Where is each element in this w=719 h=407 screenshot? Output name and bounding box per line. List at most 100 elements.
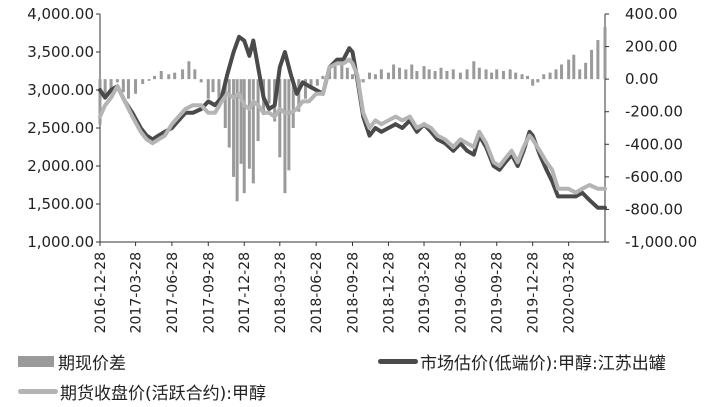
spread-bar-10: [159, 71, 163, 80]
spread-bar-49: [373, 74, 377, 80]
spread-bar-50: [379, 69, 383, 80]
legend-item-futures: 期货收盘价(活跃合约):甲醇: [18, 379, 266, 404]
spread-bar-17: [206, 79, 210, 99]
spread-bar-26: [247, 79, 251, 169]
spread-bar-55: [410, 64, 414, 80]
spread-bar-56: [415, 71, 419, 80]
x-tick-label-10: 2019-06-28: [453, 252, 469, 333]
left-tick-label-3: 2,500.00: [27, 119, 94, 137]
spread-bar-24: [239, 79, 243, 164]
spread-bar-71: [508, 69, 512, 80]
spread-bar-69: [495, 69, 499, 80]
x-tick-label-11: 2019-09-28: [490, 252, 506, 333]
spread-bar-15: [193, 69, 197, 80]
spread-bar-16: [199, 79, 203, 83]
x-axis: 2016-12-28 2017-03-28 2017-06-28 2017-09-28…: [93, 242, 578, 333]
x-tick-label-0: 2016-12-28: [93, 252, 109, 333]
spread-bar-58: [427, 69, 431, 80]
spread-bar-72: [514, 72, 518, 80]
series-line-1: [98, 34, 607, 210]
legend-label-spot: 市场估价(低端价):甲醇:江苏出罐: [420, 354, 666, 374]
legend-label-futures: 期货收盘价(活跃合约):甲醇: [60, 384, 266, 404]
spread-bar-68: [490, 72, 494, 80]
spread-bar-82: [572, 54, 576, 80]
spread-bar-62: [451, 69, 455, 80]
spread-bar-30: [267, 79, 271, 104]
x-tick-label-9: 2019-03-28: [417, 252, 433, 333]
spread-bar-12: [173, 72, 177, 80]
spread-bar-22: [232, 79, 236, 177]
spread-bar-33: [283, 79, 287, 194]
x-tick-label-7: 2018-09-28: [346, 252, 362, 333]
right-tick-label-7: 400.00: [625, 5, 678, 23]
spread-bar-80: [560, 64, 564, 80]
spread-bar-43: [340, 62, 344, 80]
spread-bar-23: [235, 79, 239, 202]
left-tick-label-1: 1,500.00: [27, 195, 94, 213]
right-tick-label-6: 200.00: [625, 38, 678, 56]
legend-label-spread: 期现价差: [58, 354, 126, 374]
spread-bar-63: [458, 72, 462, 80]
right-axis: -1,000.00 -800.00 -600.00 -400.00 -200.00 0.0…: [605, 5, 697, 251]
spread-bar-32: [278, 79, 282, 158]
right-tick-label-1: -800.00: [625, 200, 683, 218]
x-tick-label-3: 2017-09-28: [201, 252, 217, 333]
spread-bar-66: [477, 67, 481, 80]
spread-bar-13: [181, 69, 185, 80]
spread-bar-21: [227, 79, 231, 148]
spread-bar-65: [472, 61, 476, 80]
spread-bar-3: [115, 79, 119, 83]
spread-bar-67: [484, 69, 488, 80]
spread-bar-44: [345, 67, 349, 80]
spread-bar-7: [141, 79, 145, 85]
x-tick-label-2: 2017-06-28: [165, 252, 181, 333]
spread-bar-52: [392, 64, 396, 80]
spread-bar-47: [361, 79, 365, 83]
x-tick-label-4: 2017-12-28: [237, 252, 253, 333]
right-tick-label-0: -1,000.00: [625, 233, 697, 251]
spread-bar-74: [526, 75, 530, 80]
left-tick-label-4: 3,000.00: [27, 81, 94, 99]
x-tick-label-13: 2020-03-28: [562, 252, 578, 333]
spread-bar-27: [251, 79, 255, 184]
spread-bar-34: [287, 79, 291, 171]
spread-bar-8: [147, 79, 151, 81]
spread-bar-37: [303, 79, 307, 99]
plot-area: [98, 14, 607, 243]
spread-bar-38: [309, 79, 313, 89]
spread-bar-75: [531, 79, 535, 86]
spread-bar-18: [211, 79, 215, 93]
x-tick-label-6: 2018-06-28: [309, 252, 325, 333]
spread-bar-51: [386, 72, 390, 80]
legend-item-spread: 期现价差: [18, 349, 126, 374]
left-tick-label-5: 3,500.00: [27, 43, 94, 61]
spread-bar-76: [536, 79, 540, 83]
spread-bar-25: [242, 79, 246, 194]
spread-bar-6: [134, 79, 138, 94]
spread-bar-48: [367, 72, 371, 80]
spread-bar-64: [465, 69, 469, 80]
x-tick-label-1: 2017-03-28: [129, 252, 145, 333]
spread-bar-14: [187, 61, 191, 80]
right-tick-label-3: -400.00: [625, 135, 683, 153]
spread-bar-79: [554, 69, 558, 80]
spread-bar-60: [439, 67, 443, 80]
spread-bar-35: [291, 79, 295, 128]
spread-bar-83: [578, 69, 582, 80]
spread-bar-28: [256, 79, 260, 142]
spread-bar-19: [217, 79, 221, 109]
spread-bar-2: [109, 79, 113, 89]
spread-bar-78: [548, 72, 552, 80]
spread-bar-85: [590, 49, 594, 80]
spread-bar-40: [321, 75, 325, 80]
right-tick-label-4: -200.00: [625, 103, 683, 121]
spread-bar-70: [501, 71, 505, 80]
spread-bar-5: [126, 79, 130, 99]
spread-bar-42: [333, 66, 337, 80]
left-tick-label-2: 2,000.00: [27, 157, 94, 175]
spread-bar-39: [315, 79, 319, 86]
spread-bar-59: [433, 71, 437, 80]
right-tick-label-5: 0.00: [625, 70, 658, 88]
x-tick-label-8: 2018-12-28: [381, 252, 397, 333]
right-tick-label-2: -600.00: [625, 168, 683, 186]
